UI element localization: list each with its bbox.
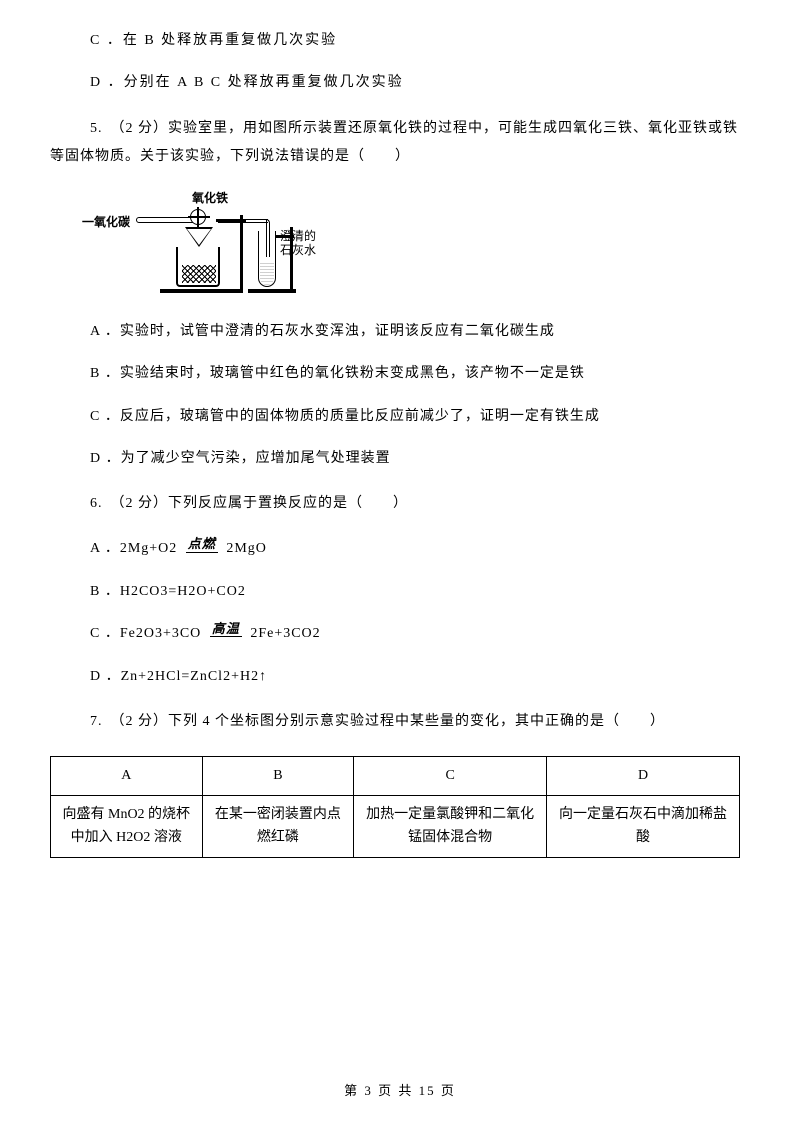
- cell-c: 加热一定量氯酸钾和二氧化锰固体混合物: [354, 796, 547, 858]
- stopcock-icon: [190, 209, 206, 225]
- prev-option-c: C ．在 B 处释放再重复做几次实验: [90, 30, 740, 52]
- q5-option-a: A ．实验时，试管中澄清的石灰水变浑浊，证明该反应有二氧化碳生成: [90, 321, 740, 343]
- stand-base-right: [248, 289, 296, 293]
- header-d: D: [547, 756, 740, 795]
- table-row-desc: 向盛有 MnO2 的烧杯中加入 H2O2 溶液 在某一密闭装置内点燃红磷 加热一…: [51, 796, 740, 858]
- q7-stem: 7. （2 分）下列 4 个坐标图分别示意实验过程中某些量的变化，其中正确的是（…: [90, 708, 740, 736]
- diagram-label-right: 澄清的石灰水: [280, 229, 316, 258]
- condition-ignite-icon: 点燃: [186, 537, 218, 552]
- page-footer: 第 3 页 共 15 页: [0, 1081, 800, 1102]
- test-tube: [258, 231, 276, 287]
- cell-a: 向盛有 MnO2 的烧杯中加入 H2O2 溶液: [51, 796, 203, 858]
- stand-base-left: [160, 289, 240, 293]
- table-row-header: A B C D: [51, 756, 740, 795]
- q6-option-c: C ．Fe2O3+3CO 高温 2Fe+3CO2: [90, 623, 740, 645]
- header-a: A: [51, 756, 203, 795]
- q6-a-prefix: A ．2Mg+O2: [90, 541, 177, 556]
- diagram-label-left: 一氧化碳: [82, 213, 130, 232]
- clamp-right: [276, 235, 294, 238]
- q6-option-d: D ．Zn+2HCl=ZnCl2+H2↑: [90, 666, 740, 688]
- stand-pole-left: [240, 215, 243, 293]
- q6-option-a: A ．2Mg+O2 点燃 2MgO: [90, 538, 740, 560]
- q6-stem: 6. （2 分）下列反应属于置换反应的是（ ）: [90, 490, 740, 518]
- outlet-tube: [218, 219, 268, 223]
- funnel-icon: [185, 227, 213, 247]
- condition-hightemp-icon: 高温: [210, 622, 242, 637]
- q7-table: A B C D 向盛有 MnO2 的烧杯中加入 H2O2 溶液 在某一密闭装置内…: [50, 756, 740, 858]
- q5-option-d: D ．为了减少空气污染，应增加尾气处理装置: [90, 448, 740, 470]
- q5-option-c: C ．反应后，玻璃管中的固体物质的质量比反应前减少了，证明一定有铁生成: [90, 406, 740, 428]
- q6-c-prefix: C ．Fe2O3+3CO: [90, 626, 206, 641]
- header-c: C: [354, 756, 547, 795]
- q5-option-b: B ．实验结束时，玻璃管中红色的氧化铁粉末变成黑色，该产物不一定是铁: [90, 363, 740, 385]
- cell-b: 在某一密闭装置内点燃红磷: [202, 796, 354, 858]
- reaction-flask: [176, 247, 220, 287]
- q6-option-b: B ．H2CO3=H2O+CO2: [90, 581, 740, 603]
- prev-option-d: D ．分别在 A B C 处释放再重复做几次实验: [90, 72, 740, 94]
- q6-c-suffix: 2Fe+3CO2: [250, 626, 320, 641]
- q6-a-suffix: 2MgO: [226, 541, 267, 556]
- q5-diagram: 氧化铁 一氧化碳 澄清的石灰水: [90, 191, 310, 301]
- q5-stem: 5. （2 分）实验室里，用如图所示装置还原氧化铁的过程中，可能生成四氧化三铁、…: [50, 115, 740, 171]
- header-b: B: [202, 756, 354, 795]
- diagram-label-top: 氧化铁: [192, 189, 228, 208]
- cell-d: 向一定量石灰石中滴加稀盐酸: [547, 796, 740, 858]
